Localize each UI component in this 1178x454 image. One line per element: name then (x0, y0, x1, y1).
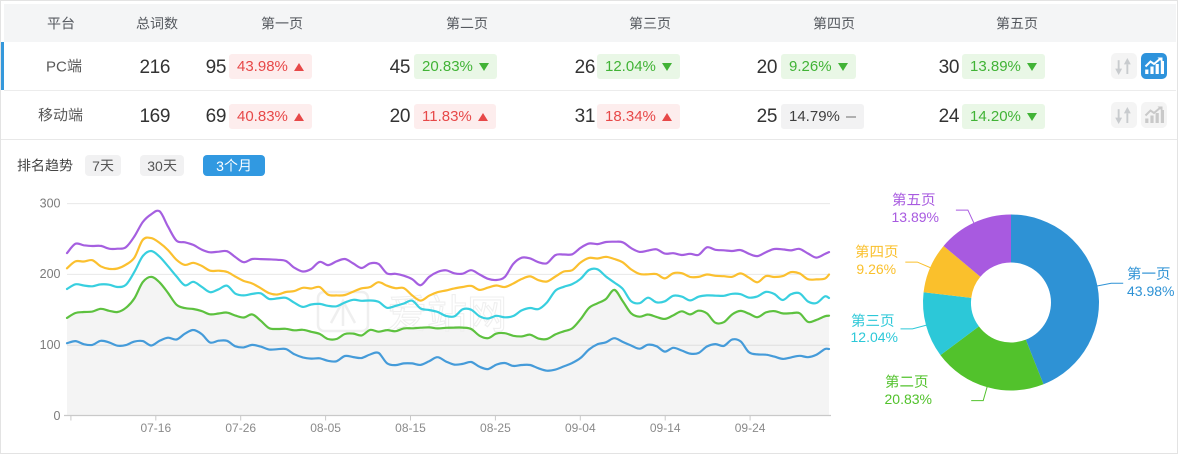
svg-text:08-15: 08-15 (395, 421, 426, 435)
svg-text:09-04: 09-04 (565, 421, 596, 435)
svg-text:07-16: 07-16 (140, 421, 171, 435)
svg-text:200: 200 (40, 267, 61, 281)
svg-text:09-24: 09-24 (735, 421, 766, 435)
svg-text:100: 100 (40, 338, 61, 352)
svg-text:07-26: 07-26 (225, 421, 256, 435)
svg-text:08-25: 08-25 (480, 421, 511, 435)
svg-text:300: 300 (40, 196, 61, 210)
svg-text:08-05: 08-05 (310, 421, 341, 435)
svg-text:0: 0 (54, 409, 61, 423)
svg-text:09-14: 09-14 (650, 421, 681, 435)
